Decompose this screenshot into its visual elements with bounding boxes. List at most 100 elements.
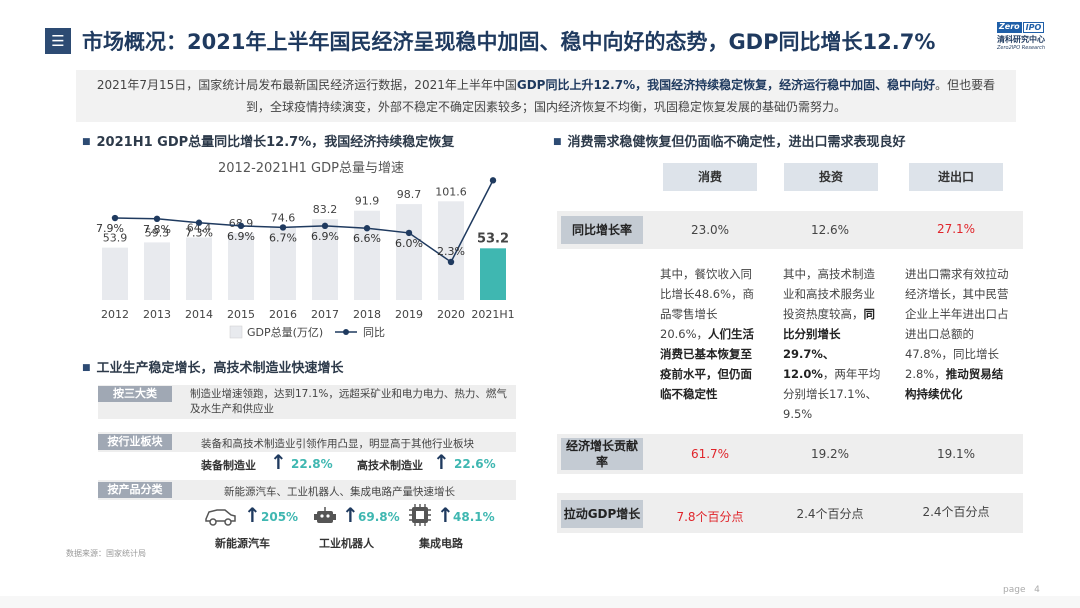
growth-label: 6.9%	[311, 230, 339, 243]
industry-tag-category: 按三大类	[98, 386, 172, 402]
growth-point	[195, 219, 203, 226]
desc-investment: 其中，高技术制造业和高技术服务业投资热度较高，同比分别增长29.7%、12.0%…	[783, 267, 881, 421]
product-value-chip: 48.1%	[453, 510, 495, 524]
cell-pull-trade: 2.4个百分点	[922, 505, 990, 519]
sector-value-hightech: 22.6%	[454, 457, 496, 471]
growth-point	[489, 177, 497, 184]
x-tick-label: 2019	[395, 308, 423, 321]
gdp-bar	[312, 219, 338, 300]
page-title: 市场概况：2021年上半年国民经济呈现稳中加固、稳中向好的态势，GDP同比增长1…	[82, 30, 936, 54]
robot-icon	[314, 507, 336, 523]
growth-label: 6.7%	[269, 231, 297, 244]
gdp-bar	[228, 233, 254, 300]
data-source-note: 数据来源：国家统计局	[66, 549, 146, 558]
gdp-bar-label: 53.9	[103, 232, 128, 245]
arrow-up-icon: ↑	[437, 503, 454, 527]
growth-point	[237, 222, 245, 230]
legend-bar-label: GDP总量(万亿)	[247, 325, 323, 339]
x-tick-label: 2021H1	[471, 308, 514, 321]
arrow-up-icon: ↑	[342, 503, 359, 527]
cell-contrib-consumption: 61.7%	[690, 447, 730, 461]
industry-band-3	[98, 480, 516, 500]
gdp-bar	[270, 227, 296, 300]
row-label-contribution: 经济增长贡献率	[561, 438, 643, 470]
x-tick-label: 2016	[269, 308, 297, 321]
gdp-bar-label: 53.2	[477, 231, 509, 246]
industry-text-sector: 装备和高技术制造业引领作用凸显，明显高于其他行业板块	[201, 438, 474, 450]
gdp-bar-label: 74.6	[271, 212, 296, 225]
table-header-trade: 进出口	[909, 163, 1003, 191]
row-label-growth: 同比增长率	[561, 216, 643, 244]
intro-paragraph: 2021年7月15日，国家统计局发布最新国民经济运行数据，2021年上半年中国G…	[76, 70, 1016, 122]
page-number: page 4	[1003, 585, 1040, 595]
growth-point	[405, 229, 413, 237]
gdp-bar-label: 101.6	[435, 185, 467, 198]
row-label-gdp-pull: 拉动GDP增长	[561, 500, 643, 528]
zero2ipo-logo: Zero IPO 清科研究中心 Zero2IPO Research	[997, 22, 1046, 51]
sector-value-equipment: 22.8%	[291, 457, 333, 471]
cell-contrib-investment: 19.2%	[810, 447, 850, 461]
gdp-bar-label: 98.7	[397, 188, 422, 201]
industry-band-2	[98, 432, 516, 452]
x-tick-label: 2020	[437, 308, 465, 321]
gdp-chart: 53.9201259.3201364.4201468.9201574.62016…	[96, 158, 518, 339]
section-industry-heading: 工业生产稳定增长，高技术制造业快速增长	[82, 357, 344, 376]
desc-trade: 进出口需求有效拉动经济增长，其中民营企业上半年进出口占进出口总额的47.8%，同…	[905, 267, 1009, 401]
growth-label: 7.8%	[143, 223, 171, 236]
product-value-robot: 69.8%	[358, 510, 400, 524]
growth-label: 6.0%	[395, 237, 423, 250]
table-header-investment: 投资	[784, 163, 878, 191]
growth-point	[447, 258, 455, 266]
legend-bar-swatch	[229, 325, 243, 339]
gdp-bar-label: 83.2	[313, 203, 338, 216]
x-tick-label: 2014	[185, 308, 213, 321]
gdp-bar	[480, 248, 506, 300]
x-tick-label: 2018	[353, 308, 381, 321]
chart-title: 2012-2021H1 GDP总量与增速	[218, 161, 404, 176]
growth-point	[321, 222, 329, 230]
industry-tag-sector: 按行业板块	[98, 434, 172, 450]
legend-line-label: 同比	[363, 326, 385, 339]
cell-growth-trade: 27.1%	[936, 222, 976, 236]
industry-text-category: 制造业增速领跑，达到17.1%，远超采矿业和电力电力、热力、燃气及水生产和供应业	[190, 388, 507, 415]
product-label-chip: 集成电路	[419, 537, 463, 550]
gdp-bar	[438, 201, 464, 300]
growth-label: 12.7%	[469, 158, 518, 160]
growth-label: 6.6%	[353, 232, 381, 245]
arrow-up-icon: ↑	[270, 450, 287, 474]
car-icon	[205, 509, 236, 526]
gdp-bar-label: 64.4	[187, 221, 212, 234]
product-value-nev: 205%	[261, 510, 299, 524]
footer-bar	[0, 596, 1080, 608]
cell-pull-investment: 2.4个百分点	[796, 507, 864, 521]
product-label-robot: 工业机器人	[319, 537, 374, 550]
industry-text-product: 新能源汽车、工业机器人、集成电路产量快速增长	[224, 486, 455, 498]
x-tick-label: 2012	[101, 308, 129, 321]
x-tick-label: 2015	[227, 308, 255, 321]
industry-tag-product: 按产品分类	[98, 482, 172, 498]
growth-point	[279, 224, 287, 231]
growth-point	[363, 225, 371, 232]
growth-point	[153, 215, 161, 222]
chip-icon	[409, 504, 431, 526]
sector-label-equipment: 装备制造业	[201, 459, 256, 472]
growth-label: 7.3%	[185, 227, 213, 240]
cell-contrib-trade: 19.1%	[936, 447, 976, 461]
table-header-consumption: 消费	[663, 163, 757, 191]
x-tick-label: 2017	[311, 308, 339, 321]
growth-label: 6.9%	[227, 230, 255, 243]
section-gdp-heading: 2021H1 GDP总量同比增长12.7%，我国经济持续稳定恢复	[82, 131, 455, 150]
cell-growth-consumption: 23.0%	[690, 223, 730, 237]
growth-label: 2.3%	[437, 245, 465, 258]
cell-growth-investment: 12.6%	[810, 223, 850, 237]
section-demand-heading: 消费需求稳健恢复但仍面临不确定性，进出口需求表现良好	[553, 131, 906, 150]
x-tick-label: 2013	[143, 308, 171, 321]
sector-label-hightech: 高技术制造业	[357, 459, 423, 472]
gdp-bar-label: 59.3	[145, 226, 170, 239]
legend-line-marker	[343, 329, 349, 335]
product-label-nev: 新能源汽车	[215, 537, 270, 550]
growth-label: 7.9%	[96, 222, 124, 235]
menu-icon: ☰	[45, 28, 71, 54]
desc-consumption: 其中，餐饮收入同比增长48.6%，商品零售增长20.6%，人们生活消费已基本恢复…	[660, 267, 755, 401]
arrow-up-icon: ↑	[244, 503, 261, 527]
